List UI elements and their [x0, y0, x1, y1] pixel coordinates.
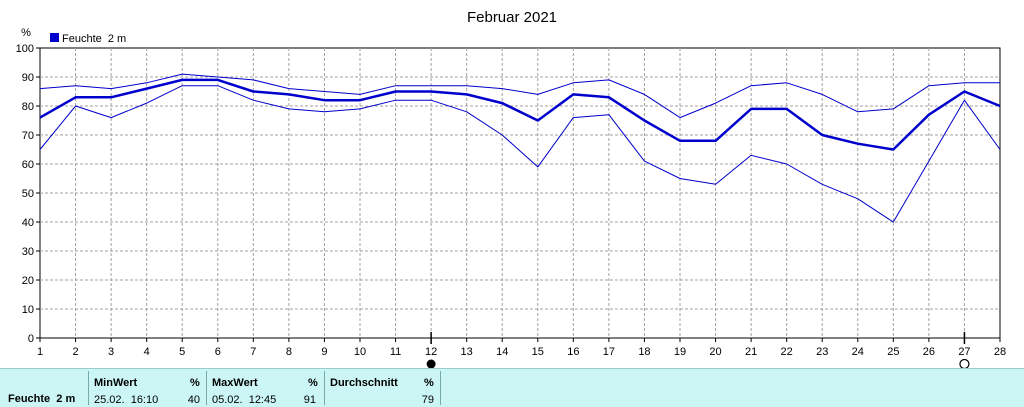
- x-tick-label: 22: [781, 346, 793, 358]
- x-tick-label: 25: [887, 346, 899, 358]
- legend-swatch: [50, 33, 59, 42]
- x-tick-label: 1: [37, 346, 43, 358]
- footer-separator: [324, 371, 325, 405]
- x-tick-label: 10: [354, 346, 366, 358]
- avg-label: Durchschnitt: [330, 377, 398, 389]
- x-tick-label: 9: [321, 346, 327, 358]
- min-unit: %: [190, 377, 200, 389]
- min-time: 25.02. 16:10: [94, 394, 159, 406]
- x-tick-label: 2: [72, 346, 78, 358]
- y-tick-label: 0: [28, 333, 34, 345]
- chart-canvas: Februar 2021 % Feuchte 2 m 0 10 20 30 40 50 60…: [16, 9, 1006, 368]
- x-tick-label: 18: [638, 346, 650, 358]
- footer-series-label: Feuchte 2 m: [8, 393, 76, 405]
- footer-separator: [440, 371, 441, 405]
- x-tick-label: 27: [958, 346, 970, 358]
- moon-markers: [426, 332, 970, 368]
- y-tick-label: 30: [22, 246, 34, 258]
- min-value: 40: [187, 394, 200, 406]
- x-tick-label: 24: [852, 346, 864, 358]
- series-line-min: [39, 85, 1001, 223]
- footer-separator: [88, 371, 89, 405]
- x-tick-label: 4: [144, 346, 150, 358]
- chart-title: Februar 2021: [467, 9, 557, 26]
- y-tick-label: 100: [16, 43, 34, 55]
- x-tick-label: 23: [816, 346, 828, 358]
- x-tick-label: 19: [674, 346, 686, 358]
- footer-separator: [206, 371, 207, 405]
- x-tick-label: 5: [179, 346, 185, 358]
- series-line-max: [39, 73, 1000, 119]
- x-tick-label: 14: [496, 346, 508, 358]
- min-label: MinWert: [94, 377, 138, 389]
- y-tick-label: 70: [22, 130, 34, 142]
- y-tick-label: 40: [22, 217, 34, 229]
- series-line-average: [39, 78, 1001, 151]
- y-tick-label: 90: [22, 72, 34, 84]
- y-tick-label: 20: [22, 275, 34, 287]
- series-lines: [39, 73, 1001, 223]
- y-tick-label: 10: [22, 304, 34, 316]
- x-tick-label: 13: [461, 346, 473, 358]
- y-unit-label: %: [21, 27, 31, 39]
- full-moon-icon: [959, 358, 970, 368]
- statistics-footer: Feuchte 2 m MinWert % 25.02. 16:10 40 Ma…: [0, 368, 1024, 407]
- max-unit: %: [308, 377, 318, 389]
- x-tick-label: 21: [745, 346, 757, 358]
- y-tick-label: 50: [22, 188, 34, 200]
- x-tick-label: 11: [390, 346, 401, 358]
- max-label: MaxWert: [212, 377, 258, 389]
- x-tick-label: 17: [603, 346, 615, 358]
- x-tick-label: 20: [709, 346, 721, 358]
- avg-unit: %: [424, 377, 434, 389]
- x-tick-label: 28: [994, 346, 1006, 358]
- x-tick-label: 26: [923, 346, 935, 358]
- legend: Feuchte 2 m: [50, 33, 126, 45]
- x-tick-label: 3: [108, 346, 114, 358]
- y-tick-label: 60: [22, 159, 34, 171]
- x-tick-label: 15: [532, 346, 544, 358]
- x-tick-label: 7: [250, 346, 256, 358]
- avg-value: 79: [421, 394, 434, 406]
- y-tick-label: 80: [22, 101, 34, 113]
- x-tick-label: 8: [286, 346, 292, 358]
- legend-label: Feuchte 2 m: [62, 33, 126, 45]
- x-tick-label: 12: [425, 346, 437, 358]
- max-time: 05.02. 12:45: [212, 394, 277, 406]
- x-tick-label: 6: [215, 346, 221, 358]
- new-moon-icon: [426, 359, 436, 368]
- max-value: 91: [303, 394, 316, 406]
- x-tick-label: 16: [567, 346, 579, 358]
- grid: [39, 47, 1001, 339]
